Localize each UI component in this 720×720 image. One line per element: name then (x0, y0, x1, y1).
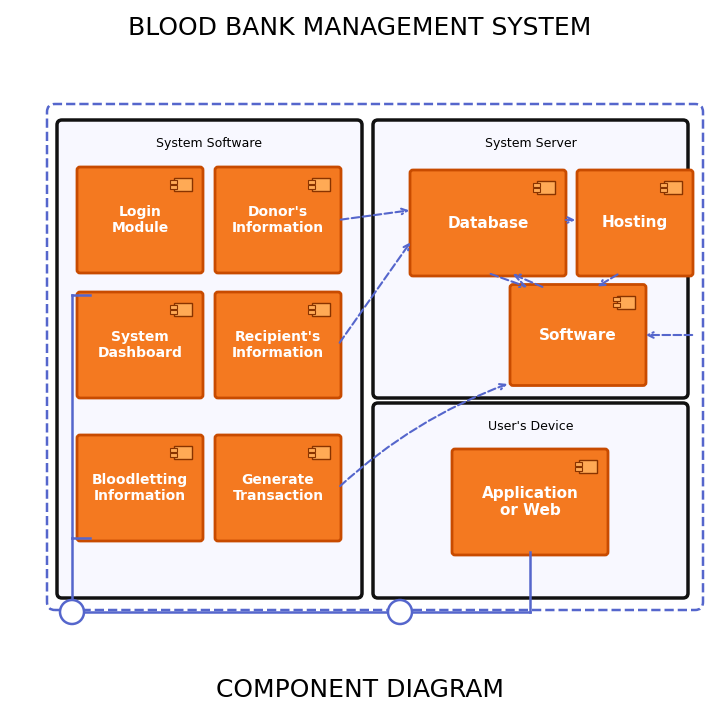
Bar (308, 454, 315, 457)
FancyBboxPatch shape (215, 167, 341, 273)
Bar (533, 189, 540, 192)
FancyBboxPatch shape (77, 292, 203, 398)
Bar (579, 460, 597, 473)
Circle shape (388, 600, 412, 624)
FancyBboxPatch shape (452, 449, 608, 555)
Bar (312, 178, 330, 191)
Text: Recipient's
Information: Recipient's Information (232, 330, 324, 360)
Bar (170, 310, 177, 315)
FancyBboxPatch shape (510, 284, 646, 385)
Bar (617, 295, 635, 308)
Bar (170, 305, 177, 309)
Text: COMPONENT DIAGRAM: COMPONENT DIAGRAM (216, 678, 504, 702)
Text: System Software: System Software (156, 137, 263, 150)
FancyBboxPatch shape (373, 120, 688, 398)
Bar (533, 183, 540, 187)
Bar (537, 181, 555, 194)
FancyBboxPatch shape (577, 170, 693, 276)
Bar (575, 462, 582, 466)
FancyBboxPatch shape (57, 120, 362, 598)
Bar (613, 297, 620, 302)
Text: BLOOD BANK MANAGEMENT SYSTEM: BLOOD BANK MANAGEMENT SYSTEM (128, 16, 592, 40)
Bar (174, 446, 192, 459)
Bar (660, 183, 667, 187)
Text: Login
Module: Login Module (112, 205, 168, 235)
FancyBboxPatch shape (77, 435, 203, 541)
Bar (308, 448, 315, 452)
FancyBboxPatch shape (410, 170, 566, 276)
Text: Database: Database (447, 215, 528, 230)
Bar (308, 180, 315, 184)
Bar (660, 189, 667, 192)
FancyBboxPatch shape (373, 403, 688, 598)
FancyBboxPatch shape (77, 167, 203, 273)
Text: Software: Software (539, 328, 617, 343)
Text: Application
or Web: Application or Web (482, 486, 578, 518)
FancyBboxPatch shape (215, 292, 341, 398)
Bar (312, 446, 330, 459)
Bar (170, 454, 177, 457)
Text: System
Dashboard: System Dashboard (98, 330, 182, 360)
Bar (308, 310, 315, 315)
Bar (308, 305, 315, 309)
Text: Donor's
Information: Donor's Information (232, 205, 324, 235)
Text: Hosting: Hosting (602, 215, 668, 230)
Bar (170, 185, 177, 189)
FancyBboxPatch shape (215, 435, 341, 541)
Text: Generate
Transaction: Generate Transaction (233, 473, 323, 503)
Bar (312, 303, 330, 316)
Bar (174, 178, 192, 191)
Bar (170, 448, 177, 452)
Bar (308, 185, 315, 189)
Bar (575, 467, 582, 472)
Text: Bloodletting
Information: Bloodletting Information (92, 473, 188, 503)
Bar (170, 180, 177, 184)
Bar (174, 303, 192, 316)
Bar (613, 303, 620, 307)
Text: System Server: System Server (485, 137, 577, 150)
Circle shape (60, 600, 84, 624)
Text: User's Device: User's Device (487, 420, 573, 433)
Bar (664, 181, 682, 194)
